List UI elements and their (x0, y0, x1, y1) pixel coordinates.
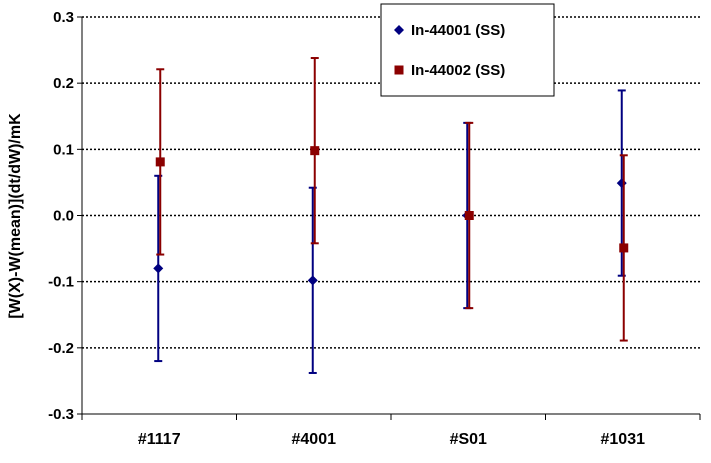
x-tick-label: #1031 (601, 431, 646, 448)
legend-label: In-44001 (SS) (411, 22, 505, 39)
y-tick-label: 0.1 (53, 141, 74, 158)
data-point-square (155, 157, 165, 167)
legend-label: In-44002 (SS) (411, 62, 505, 79)
y-tick-label: -0.2 (48, 340, 74, 357)
axes: 0.3 0.2 0.1 0.0 -0.1 -0.2 -0.3 #1117 #4001 #S01 #1… (48, 9, 701, 448)
data-point-diamond (153, 263, 164, 274)
data-point-square (310, 146, 320, 156)
legend-marker-square (394, 65, 404, 75)
data-point-square (464, 211, 474, 220)
legend-marker-diamond (394, 25, 404, 35)
y-axis-label: [W(X)-W(mean)](dt/dW)/mK (7, 113, 24, 319)
y-tick-label: 0.3 (53, 9, 74, 26)
y-tick-label: 0.0 (53, 208, 74, 225)
data-point-square (619, 243, 629, 253)
legend-box (380, 3, 555, 97)
y-tick-label: -0.1 (48, 274, 74, 291)
y-tick-label: -0.3 (48, 406, 74, 423)
data-point-diamond (616, 178, 627, 189)
y-tick-label: 0.2 (53, 75, 74, 92)
x-tick-label: #S01 (450, 431, 487, 448)
data-series (153, 57, 629, 374)
legend: In-44001 (SS) In-44002 (SS) (380, 3, 555, 97)
x-tick-label: #4001 (292, 431, 337, 448)
x-tick-label: #1117 (138, 431, 181, 448)
data-point-diamond (307, 275, 318, 286)
